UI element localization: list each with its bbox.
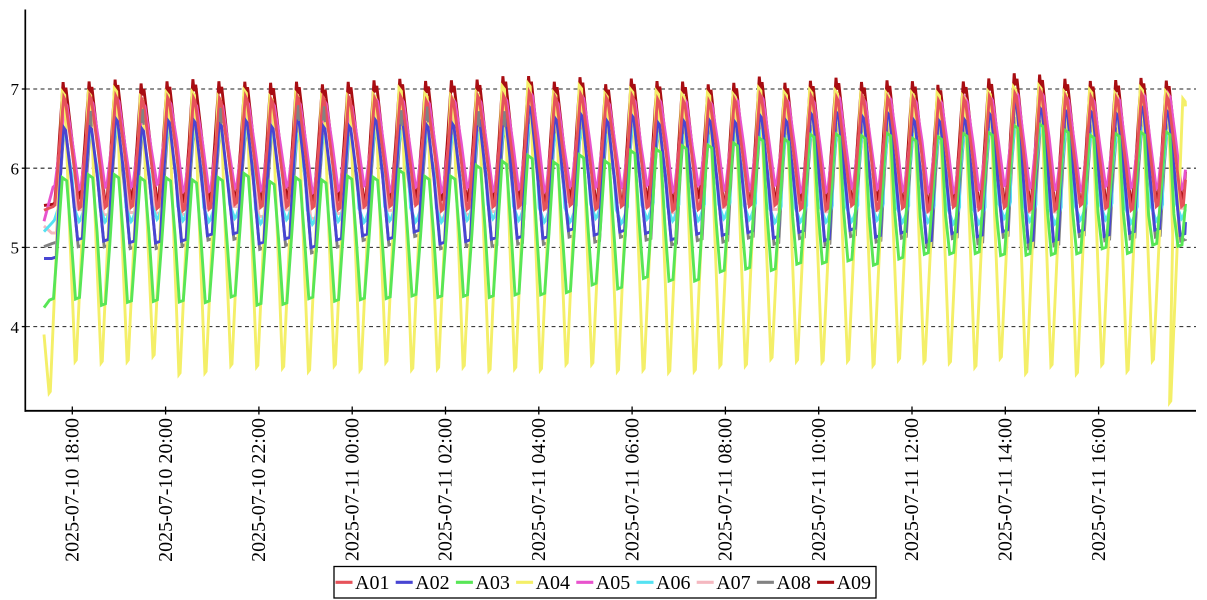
svg-text:2025-07-10 18:00: 2025-07-10 18:00 [62, 418, 84, 562]
svg-text:7: 7 [11, 80, 20, 99]
svg-text:A04: A04 [536, 572, 570, 594]
svg-text:2025-07-10 22:00: 2025-07-10 22:00 [248, 418, 270, 562]
svg-text:A08: A08 [776, 572, 810, 594]
svg-text:2025-07-11 06:00: 2025-07-11 06:00 [621, 418, 643, 561]
svg-text:A01: A01 [355, 572, 389, 594]
svg-text:A07: A07 [716, 572, 750, 594]
svg-text:2025-07-10 20:00: 2025-07-10 20:00 [155, 418, 177, 562]
svg-text:2025-07-11 02:00: 2025-07-11 02:00 [435, 418, 457, 561]
svg-text:2025-07-11 00:00: 2025-07-11 00:00 [341, 418, 363, 561]
svg-text:2025-07-11 12:00: 2025-07-11 12:00 [901, 418, 923, 561]
svg-text:4: 4 [11, 318, 20, 337]
svg-text:A02: A02 [415, 572, 449, 594]
svg-text:2025-07-11 08:00: 2025-07-11 08:00 [715, 418, 737, 561]
svg-text:A03: A03 [475, 572, 509, 594]
svg-text:6: 6 [11, 159, 20, 178]
svg-text:2025-07-11 10:00: 2025-07-11 10:00 [808, 418, 830, 561]
svg-text:2025-07-11 16:00: 2025-07-11 16:00 [1088, 418, 1110, 561]
svg-text:A05: A05 [596, 572, 630, 594]
svg-text:2025-07-11 04:00: 2025-07-11 04:00 [528, 418, 550, 561]
svg-text:5: 5 [11, 239, 20, 258]
svg-text:2025-07-11 14:00: 2025-07-11 14:00 [995, 418, 1017, 561]
svg-text:A09: A09 [837, 572, 871, 594]
svg-text:A06: A06 [656, 572, 690, 594]
